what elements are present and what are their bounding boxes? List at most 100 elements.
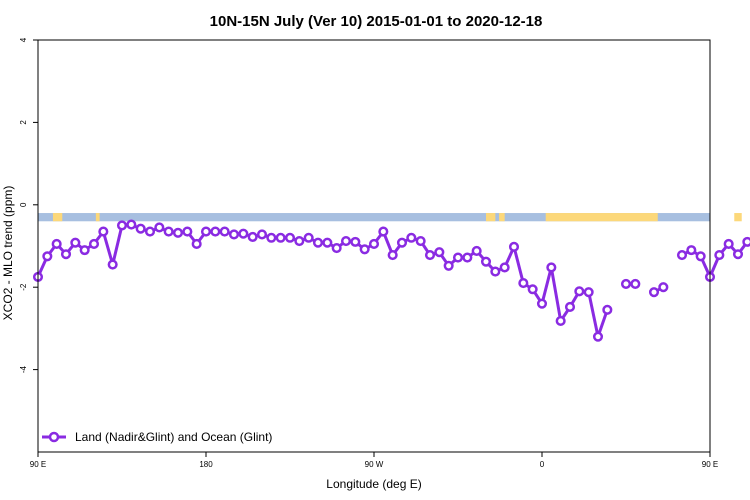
legend-label: Land (Nadir&Glint) and Ocean (Glint) xyxy=(75,430,272,444)
data-point xyxy=(126,219,137,230)
y-axis: 4 2 0 -2 -4 xyxy=(19,37,38,373)
data-point xyxy=(630,278,641,289)
data-point xyxy=(154,222,165,233)
data-point xyxy=(303,232,314,243)
data-point xyxy=(592,331,604,342)
data-point xyxy=(172,227,184,238)
data-point xyxy=(312,237,324,248)
data-point xyxy=(256,229,268,240)
data-point xyxy=(79,245,90,256)
data-point xyxy=(247,231,258,242)
land-segment xyxy=(486,213,496,222)
land-segment xyxy=(52,213,63,222)
x-tick-label: 90 W xyxy=(365,460,384,469)
land-segment xyxy=(95,213,100,222)
data-point xyxy=(518,278,529,289)
series-line xyxy=(681,240,750,279)
x-tick-label: 0 xyxy=(540,460,545,469)
legend-marker xyxy=(48,431,60,443)
y-tick-label: 2 xyxy=(19,120,28,125)
x-tick-label: 180 xyxy=(199,460,213,469)
data-point xyxy=(424,250,436,261)
data-point xyxy=(387,250,398,261)
data-point xyxy=(107,259,118,270)
x-tick-label: 90 E xyxy=(702,460,718,469)
data-point xyxy=(116,220,128,231)
data-point xyxy=(275,232,286,243)
data-point xyxy=(695,251,706,262)
data-point xyxy=(686,245,697,256)
data-point xyxy=(88,238,100,249)
data-point xyxy=(135,223,146,234)
data-point xyxy=(415,236,426,247)
data-point xyxy=(191,238,202,249)
data-point xyxy=(723,238,734,249)
y-tick-label: 4 xyxy=(19,37,28,42)
land-segment xyxy=(734,213,742,222)
ocean-band xyxy=(38,213,710,222)
data-point xyxy=(490,266,501,277)
data-point xyxy=(210,226,221,237)
data-point xyxy=(294,236,305,247)
data-point xyxy=(219,226,230,237)
legend: Land (Nadir&Glint) and Ocean (Glint) xyxy=(42,430,272,444)
data-point xyxy=(60,249,72,260)
data-point xyxy=(574,286,585,297)
data-point xyxy=(714,250,725,261)
data-point xyxy=(238,228,249,239)
data-point xyxy=(434,247,445,258)
data-point xyxy=(340,236,352,247)
land-segment xyxy=(499,213,505,222)
data-point xyxy=(546,262,557,273)
data-point xyxy=(602,304,613,315)
data-point xyxy=(742,236,750,247)
data-point xyxy=(462,252,473,263)
data-point xyxy=(368,238,380,249)
data-point xyxy=(648,287,660,298)
data-point xyxy=(406,232,417,243)
data-point xyxy=(200,226,212,237)
data-point xyxy=(527,284,538,295)
data-point xyxy=(471,245,482,256)
y-tick-label: -4 xyxy=(19,365,28,373)
data-point xyxy=(228,229,240,240)
data-point xyxy=(583,287,594,298)
chart-title: 10N-15N July (Ver 10) 2015-01-01 to 2020… xyxy=(210,13,543,30)
data-point xyxy=(499,262,510,273)
y-axis-label: XCO2 - MLO trend (ppm) xyxy=(1,186,15,321)
data-point xyxy=(42,251,53,262)
data-point xyxy=(163,226,174,237)
data-point xyxy=(144,226,156,237)
data-point xyxy=(51,238,62,249)
land-ocean-strip xyxy=(38,213,742,222)
data-point xyxy=(359,244,370,255)
data-point xyxy=(284,232,296,243)
y-tick-label: 0 xyxy=(19,202,28,207)
series-layer xyxy=(32,219,750,342)
x-axis: 90 E 180 90 W 0 90 E xyxy=(30,452,718,469)
data-point xyxy=(266,232,277,243)
data-point xyxy=(322,237,333,248)
x-tick-label: 90 E xyxy=(30,460,46,469)
data-point xyxy=(508,241,520,252)
data-point xyxy=(378,226,389,237)
data-point xyxy=(396,237,408,248)
data-point xyxy=(658,282,669,293)
data-point xyxy=(620,278,632,289)
data-point xyxy=(452,252,464,263)
x-axis-label: Longitude (deg E) xyxy=(326,477,421,491)
data-point xyxy=(555,315,566,327)
data-point xyxy=(98,226,109,237)
data-point xyxy=(732,249,744,260)
data-point xyxy=(564,301,576,313)
data-point xyxy=(331,243,342,254)
data-point xyxy=(350,236,361,247)
data-point xyxy=(536,298,548,309)
y-tick-label: -2 xyxy=(19,283,28,291)
data-point xyxy=(443,260,454,271)
data-point xyxy=(676,250,688,261)
land-segment xyxy=(545,213,658,222)
data-point xyxy=(182,226,193,237)
data-point xyxy=(480,256,492,267)
